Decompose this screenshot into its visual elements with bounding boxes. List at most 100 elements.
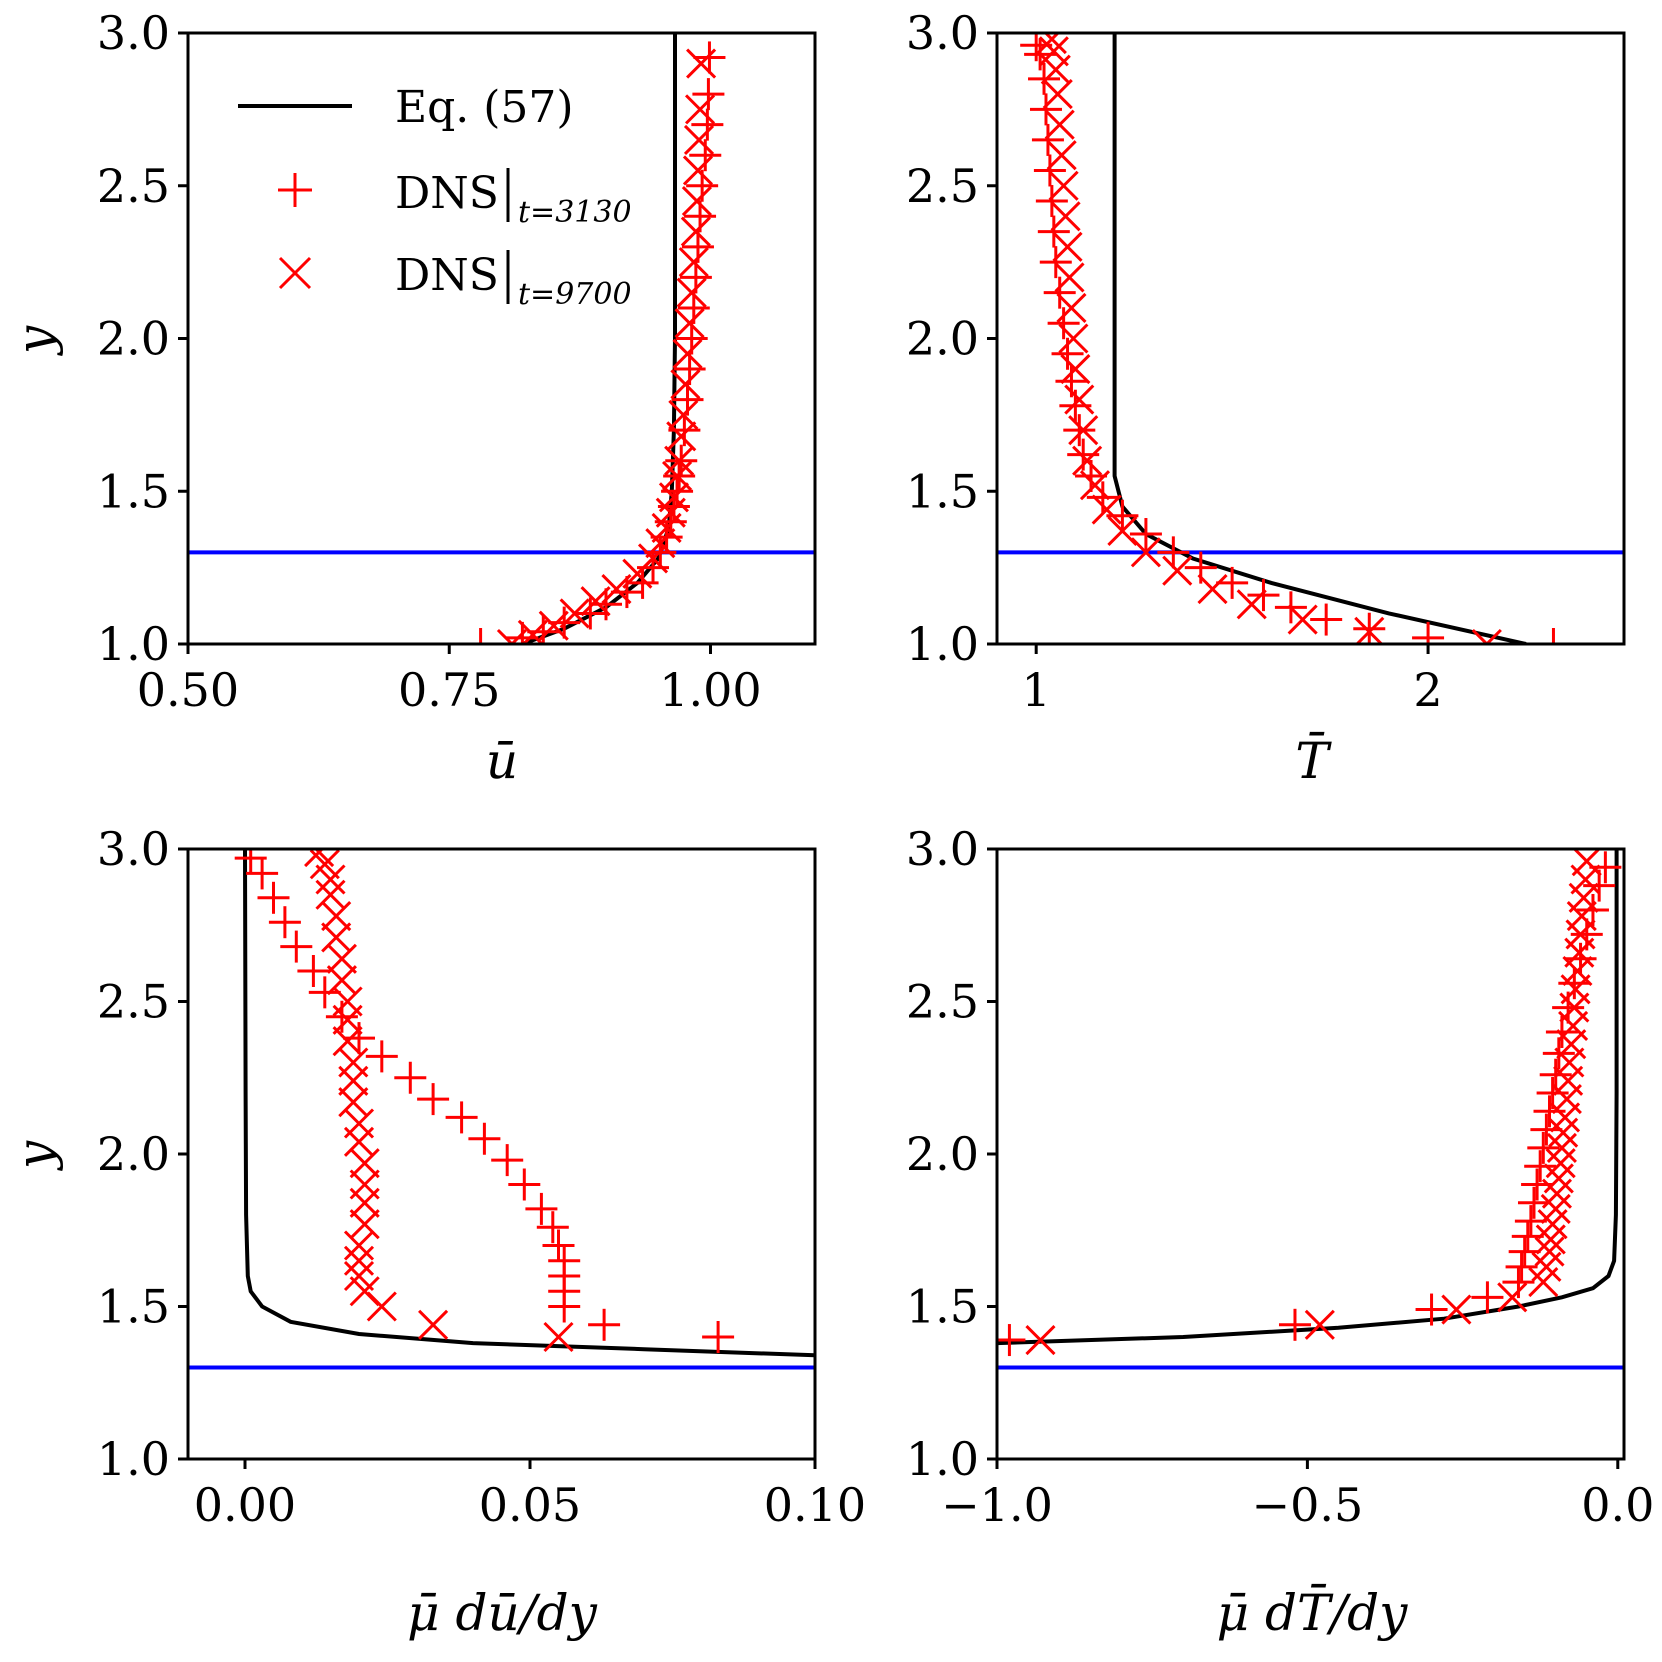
y-tick-label: 2.0: [97, 1127, 170, 1181]
dns-plus-point: [1505, 1250, 1538, 1283]
dns-plus-point: [365, 1040, 398, 1073]
dns-plus-point: [1031, 123, 1064, 156]
dns-x-point: [1546, 1132, 1577, 1163]
dns-x-point: [1571, 849, 1602, 877]
dns-plus-point: [1043, 276, 1076, 309]
legend-x-marker: [278, 256, 312, 290]
dns-x-point: [1025, 1324, 1056, 1356]
series-line-eq57: [997, 849, 1619, 1346]
dns-x-point: [1079, 470, 1111, 501]
y-tick-label: 1.0: [906, 617, 979, 671]
dns-x-point: [1548, 1117, 1579, 1148]
dns-x-point: [326, 965, 357, 996]
dns-x-point: [1068, 415, 1099, 446]
dns-x-point: [349, 1276, 380, 1307]
dns-plus-point: [1035, 185, 1068, 218]
x-tick-label: 2: [1413, 663, 1442, 717]
dns-x-point: [1441, 1294, 1472, 1325]
dns-x-point: [668, 399, 699, 430]
y-tick-label: 3.0: [906, 822, 979, 876]
y-axis-label-bottom: y: [6, 1140, 64, 1171]
x-tick-label: −0.5: [1252, 1478, 1364, 1532]
dns-x-point: [1497, 1282, 1528, 1313]
dns-plus-point: [1353, 612, 1386, 644]
dns-plus-point: [1086, 481, 1119, 514]
dns-x-point: [678, 247, 709, 278]
dns-plus-point: [445, 1101, 478, 1134]
y-tick-label: 3.0: [97, 822, 170, 876]
dns-plus-point: [548, 1244, 581, 1277]
dns-x-point: [645, 528, 676, 559]
y-tick-label: 1.5: [97, 1280, 170, 1334]
y-tick-label: 1.5: [906, 464, 979, 518]
dns-x-point: [1304, 1309, 1335, 1340]
dns-plus-point: [702, 1321, 735, 1353]
dns-x-point: [672, 338, 703, 369]
dns-x-point: [1236, 589, 1267, 620]
x-tick-label: 1.00: [659, 663, 761, 717]
dns-x-point: [559, 598, 590, 629]
dns-x-point: [1197, 573, 1228, 605]
y-tick-label: 2.5: [906, 159, 979, 213]
dns-plus-point: [234, 849, 267, 875]
dns-x-point: [674, 308, 705, 339]
dns-x-point: [1058, 323, 1089, 354]
dns-x-point: [315, 879, 346, 910]
x-tick-label: 0.0: [1581, 1478, 1654, 1532]
dns-plus-point: [268, 906, 301, 939]
dns-plus-point: [1530, 1113, 1563, 1146]
y-axis-label-top: y: [6, 325, 64, 356]
dns-plus-point: [536, 1211, 569, 1244]
x-tick-label: 0.50: [137, 663, 239, 717]
dns-plus-point: [1247, 579, 1280, 612]
dns-plus-point: [1037, 215, 1070, 248]
dns-x-point: [1036, 33, 1067, 55]
dns-x-point: [418, 1309, 449, 1340]
dns-plus-point: [610, 576, 643, 609]
dns-plus-point: [527, 615, 560, 644]
dns-plus-point: [1063, 414, 1096, 447]
dns-plus-point: [1157, 536, 1190, 569]
dns-plus-point: [691, 108, 724, 141]
dns-plus-point: [1278, 1308, 1311, 1341]
x-axis-label-mu-dudy: μ̄ dū/dy: [407, 1584, 597, 1642]
dns-plus-point: [1471, 1281, 1504, 1314]
plot-area: [997, 849, 1624, 1370]
legend-subscript-2: t=9700: [518, 277, 632, 312]
dns-x-point: [1091, 494, 1122, 525]
dns-x-point: [683, 124, 715, 155]
dns-x-point: [1072, 445, 1103, 476]
dns-plus-point: [542, 1229, 575, 1262]
x-tick-label: −1.0: [941, 1478, 1053, 1532]
dns-plus-point: [508, 1168, 541, 1201]
dns-plus-point: [1029, 93, 1062, 126]
dns-x-point: [349, 1169, 380, 1200]
y-tick-label: 2.5: [97, 975, 170, 1029]
x-tick-label: 0.05: [479, 1478, 581, 1532]
dns-x-point: [343, 1260, 375, 1292]
dns-x-point: [686, 48, 717, 79]
dns-x-point: [338, 1047, 369, 1078]
dns-plus-point: [1129, 518, 1162, 551]
dns-x-point: [1471, 628, 1502, 644]
x-tick-label: 0.10: [764, 1478, 866, 1532]
dns-x-point: [1052, 231, 1083, 262]
dns-x-point: [338, 1087, 369, 1118]
dns-plus-point: [1039, 246, 1072, 279]
y-tick-label: 2.0: [97, 312, 170, 366]
dns-x-point: [1541, 1178, 1573, 1209]
legend-plus-marker: [278, 173, 312, 207]
plot-area: [188, 849, 815, 1370]
dns-x-point: [543, 1321, 574, 1353]
dns-plus-point: [308, 976, 341, 1009]
y-tick-label: 1.0: [97, 617, 170, 671]
dns-x-point: [637, 543, 669, 574]
dns-x-point: [326, 943, 357, 974]
dns-x-point: [496, 628, 528, 644]
dns-plus-point: [468, 1122, 501, 1155]
dns-plus-point: [394, 1061, 427, 1094]
dns-plus-point: [525, 1192, 558, 1225]
dns-plus-point: [417, 1083, 450, 1116]
dns-x-point: [321, 922, 352, 953]
dns-x-point: [1060, 353, 1091, 385]
